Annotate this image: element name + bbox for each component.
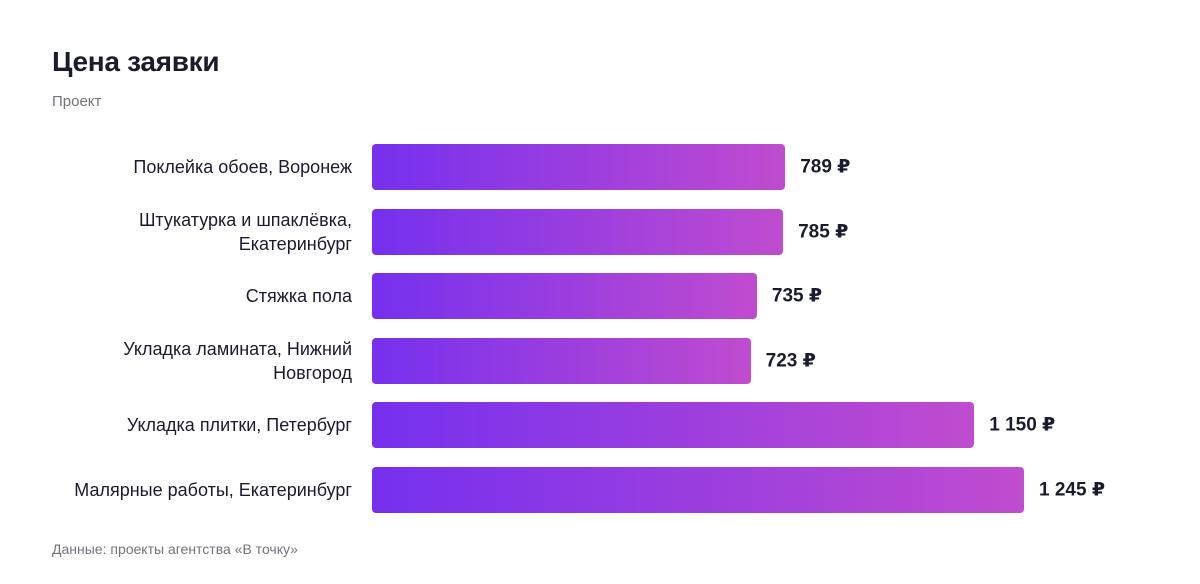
bar (372, 144, 786, 190)
category-label: Поклейка обоев, Воронеж (133, 157, 352, 177)
bar (372, 273, 757, 320)
bar-row: Штукатурка и шпаклёвка, Екатеринбург 785 … (0, 208, 1200, 255)
category-label: Укладка плитки, Петербург (126, 415, 352, 436)
bar-row: Стяжка пола 735 ₽ (0, 273, 1200, 320)
bar-row: Поклейка обоев, Воронеж 789 ₽ (0, 144, 1200, 190)
value-label: 785 ₽ (798, 221, 849, 243)
value-label: 1 245 ₽ (1039, 479, 1106, 501)
value-label: 1 150 ₽ (989, 414, 1056, 436)
bar-row: Укладка ламината, Нижний Новгород 723 ₽ (0, 337, 1200, 384)
value-label: 789 ₽ (800, 156, 851, 178)
value-label: 735 ₽ (771, 285, 823, 307)
bar (372, 208, 784, 255)
bar-row: Малярные работы, Екатеринбург 1 245 ₽ (0, 467, 1200, 513)
value-label: 723 ₽ (765, 350, 816, 372)
bar-row: Укладка плитки, Петербург 1 150 ₽ (0, 402, 1200, 449)
bar (372, 337, 751, 384)
bar (372, 402, 975, 449)
bar (372, 467, 1024, 513)
chart-subtitle: Проект (52, 93, 102, 110)
category-label: Штукатурка и шпаклёвка, Екатеринбург (138, 209, 352, 254)
category-label: Стяжка пола (245, 286, 352, 307)
category-label: Укладка ламината, Нижний Новгород (123, 338, 352, 383)
source-note: Данные: проекты агентства «В точку» (52, 541, 298, 557)
chart-title: Цена заявки (52, 46, 220, 77)
category-label: Малярные работы, Екатеринбург (74, 480, 352, 500)
